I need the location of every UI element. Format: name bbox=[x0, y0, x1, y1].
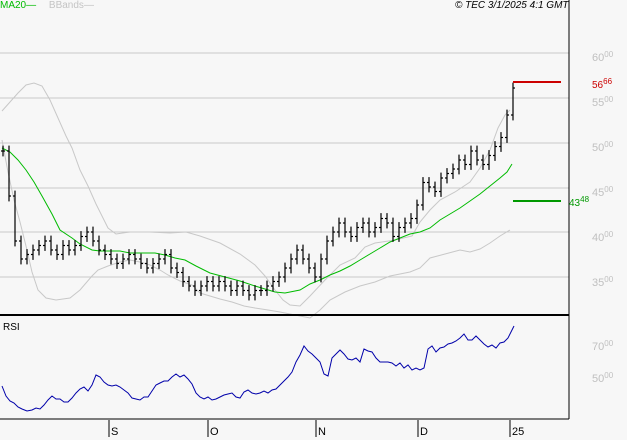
price-tick-label: 6000 bbox=[592, 50, 614, 64]
time-tick-label: O bbox=[210, 426, 219, 438]
price-tick-label: 3500 bbox=[592, 275, 614, 289]
legend-ma20: MA20— bbox=[0, 0, 37, 11]
time-tick-label: 25 bbox=[512, 426, 525, 438]
time-tick-label: S bbox=[111, 426, 119, 438]
gridlines bbox=[0, 52, 569, 278]
rsi-label: RSI bbox=[3, 322, 20, 333]
rsi-tick-label: 5000 bbox=[592, 371, 614, 385]
price-tick-label: 4000 bbox=[592, 230, 614, 244]
support-price-label: 4348 bbox=[569, 195, 590, 209]
bbands-upper bbox=[1, 82, 511, 307]
legend-bbands: BBands— bbox=[48, 0, 94, 11]
price-tick-label: 5000 bbox=[592, 140, 614, 154]
rsi-tick-label: 7000 bbox=[592, 339, 614, 353]
price-tick-label: 5500 bbox=[592, 95, 614, 109]
rsi-line bbox=[1, 325, 515, 412]
chart-legend: MA20— BBands— bbox=[0, 0, 94, 12]
copyright-timestamp: © TEC 3/1/2025 4:1 GMT bbox=[455, 0, 569, 11]
ma20-line bbox=[1, 147, 513, 294]
time-tick-label: D bbox=[420, 426, 428, 438]
resistance-price-label: 5666 bbox=[592, 77, 613, 91]
time-tick-label: N bbox=[318, 426, 326, 438]
price-bars bbox=[1, 82, 515, 301]
bbands-lower bbox=[1, 139, 511, 319]
price-tick-label: 4500 bbox=[592, 185, 614, 199]
